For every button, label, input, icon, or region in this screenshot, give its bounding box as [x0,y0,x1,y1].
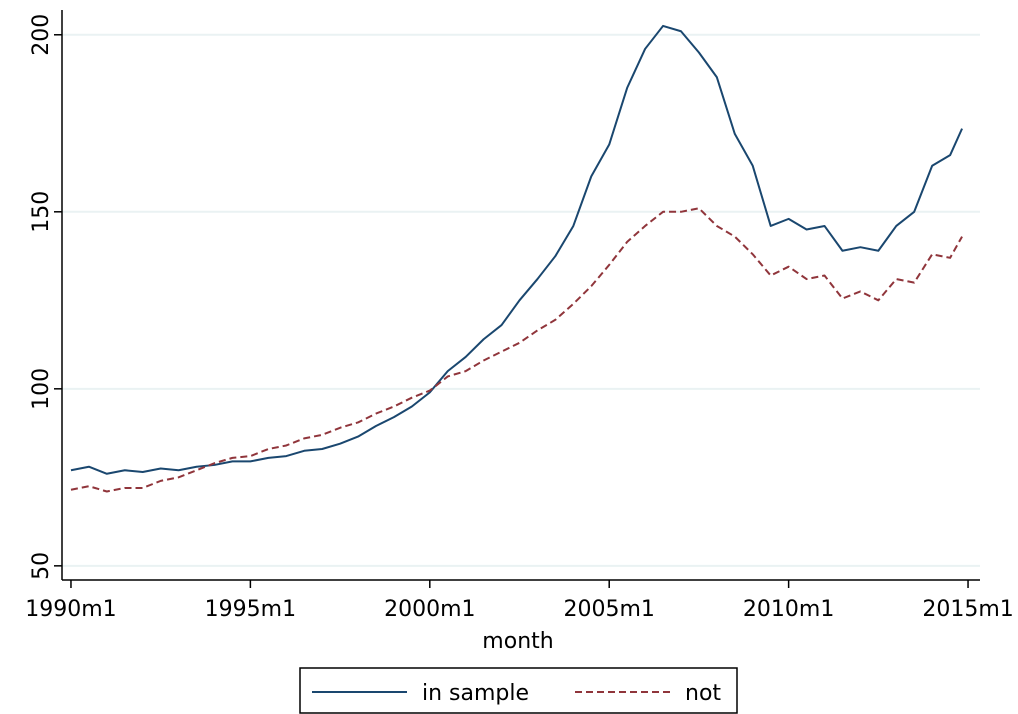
y-tick-label: 50 [29,552,54,580]
x-tick-label: 1990m1 [25,597,116,622]
x-tick-label: 2000m1 [384,597,475,622]
legend-label: in sample [422,681,529,706]
y-tick-label: 150 [29,191,54,233]
line-series [70,24,963,475]
x-tick-label: 2005m1 [564,597,655,622]
y-tick-label: 200 [29,14,54,56]
x-axis-title: month [482,629,553,654]
legend-box [299,667,738,714]
x-tick-label: 2015m1 [922,597,1013,622]
x-tick-label: 1995m1 [205,597,296,622]
x-tick-label: 2010m1 [743,597,834,622]
y-tick-label: 100 [29,368,54,410]
legend-label: not [685,681,721,706]
line-series [70,207,963,493]
